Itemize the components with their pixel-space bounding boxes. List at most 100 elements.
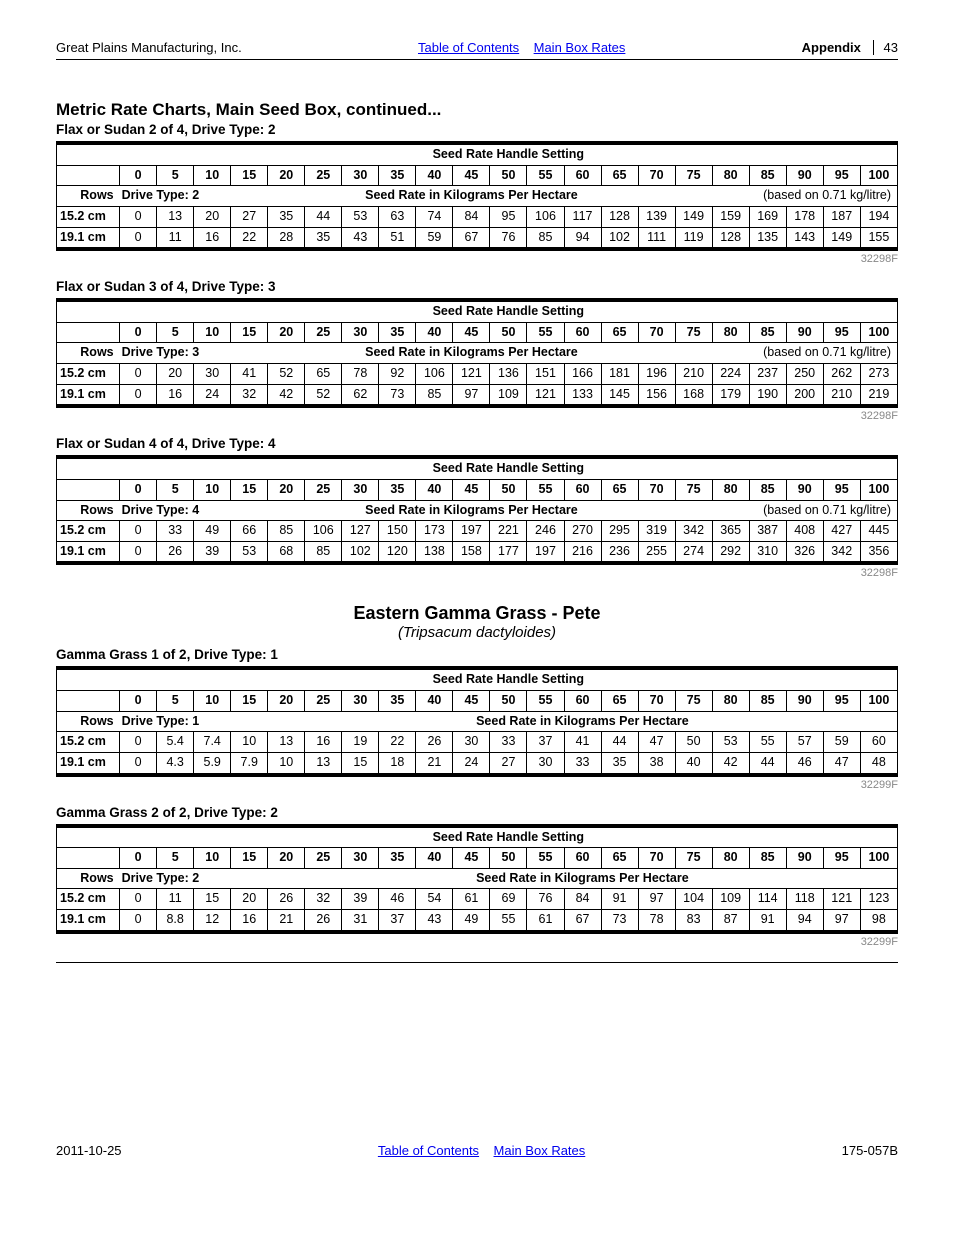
- setting-col: 40: [416, 479, 453, 500]
- table-row: 15.2 cm013202735445363748495106117128139…: [57, 206, 898, 227]
- appendix-block: Appendix 43: [802, 40, 898, 55]
- setting-col: 35: [379, 848, 416, 869]
- setting-col: 25: [305, 479, 342, 500]
- rate-cell: 37: [527, 732, 564, 753]
- rate-cell: 20: [157, 364, 194, 385]
- rate-cell: 42: [712, 752, 749, 773]
- rate-cell: 76: [527, 889, 564, 910]
- rate-cell: 158: [453, 541, 490, 562]
- rate-cell: 43: [342, 227, 379, 248]
- setting-col: 85: [749, 165, 786, 186]
- rate-cell: 0: [120, 384, 157, 405]
- row-spacing-label: 15.2 cm: [57, 364, 120, 385]
- setting-col: 40: [416, 322, 453, 343]
- setting-col: 95: [823, 479, 860, 500]
- rate-cell: 51: [379, 227, 416, 248]
- rate-cell: 22: [379, 732, 416, 753]
- setting-col: 5: [157, 848, 194, 869]
- footer-rates-link[interactable]: Main Box Rates: [494, 1143, 586, 1158]
- setting-col: 20: [268, 165, 305, 186]
- rate-cell: 13: [305, 752, 342, 773]
- rate-cell: 33: [490, 732, 527, 753]
- row-spacing-label: 15.2 cm: [57, 889, 120, 910]
- rate-cell: 169: [749, 206, 786, 227]
- rate-cell: 32: [305, 889, 342, 910]
- rate-cell: 26: [305, 910, 342, 931]
- table-ref: 32298F: [56, 567, 898, 579]
- rate-cell: 5.9: [194, 752, 231, 773]
- density-note: (based on 0.71 kg/litre): [675, 343, 897, 364]
- setting-col: 55: [527, 848, 564, 869]
- rate-cell: 95: [490, 206, 527, 227]
- rate-cell: 190: [749, 384, 786, 405]
- rate-cell: 32: [231, 384, 268, 405]
- rate-cell: 150: [379, 521, 416, 542]
- setting-col: 35: [379, 165, 416, 186]
- rate-cell: 0: [120, 541, 157, 562]
- setting-col: 60: [564, 165, 601, 186]
- setting-col: 90: [786, 322, 823, 343]
- drive-type-label: Drive Type: 2: [120, 868, 268, 889]
- rate-cell: 52: [305, 384, 342, 405]
- rate-cell: 26: [416, 732, 453, 753]
- setting-col: 30: [342, 479, 379, 500]
- setting-col: 45: [453, 322, 490, 343]
- table-row: 19.1 cm026395368851021201381581771972162…: [57, 541, 898, 562]
- rate-cell: 151: [527, 364, 564, 385]
- rate-cell: 194: [860, 206, 897, 227]
- rate-cell: 35: [268, 206, 305, 227]
- rate-cell: 155: [860, 227, 897, 248]
- setting-col: 75: [675, 479, 712, 500]
- setting-col: 40: [416, 848, 453, 869]
- rate-cell: 135: [749, 227, 786, 248]
- setting-col: 30: [342, 691, 379, 712]
- rate-cell: 47: [823, 752, 860, 773]
- setting-col: 70: [638, 322, 675, 343]
- setting-col: 10: [194, 322, 231, 343]
- footer-links: Table of Contents Main Box Rates: [122, 1143, 842, 1158]
- rate-cell: 85: [268, 521, 305, 542]
- rate-cell: 237: [749, 364, 786, 385]
- seed-rate-handle-header: Seed Rate Handle Setting: [120, 459, 898, 480]
- rate-cell: 109: [712, 889, 749, 910]
- rate-unit-label: Seed Rate in Kilograms Per Hectare: [268, 186, 675, 207]
- table-row: 15.2 cm020304152657892106121136151166181…: [57, 364, 898, 385]
- rate-cell: 133: [564, 384, 601, 405]
- rate-cell: 21: [268, 910, 305, 931]
- setting-col: 45: [453, 479, 490, 500]
- rate-table: Seed Rate Handle Setting0510152025303540…: [56, 455, 898, 565]
- rate-cell: 78: [638, 910, 675, 931]
- setting-col: 70: [638, 691, 675, 712]
- footer-toc-link[interactable]: Table of Contents: [378, 1143, 479, 1158]
- density-note: (based on 0.71 kg/litre): [675, 500, 897, 521]
- setting-col: 100: [860, 479, 897, 500]
- rate-cell: 173: [416, 521, 453, 542]
- setting-col: 80: [712, 165, 749, 186]
- setting-col: 90: [786, 848, 823, 869]
- setting-col: 45: [453, 165, 490, 186]
- setting-col: 75: [675, 848, 712, 869]
- setting-col: 95: [823, 165, 860, 186]
- setting-col: 50: [490, 691, 527, 712]
- setting-col: 65: [601, 165, 638, 186]
- rate-cell: 66: [231, 521, 268, 542]
- rate-cell: 166: [564, 364, 601, 385]
- setting-col: 85: [749, 691, 786, 712]
- blank-cell: [57, 479, 120, 500]
- rate-cell: 30: [527, 752, 564, 773]
- rate-cell: 11: [157, 889, 194, 910]
- rate-cell: 60: [860, 732, 897, 753]
- rate-cell: 178: [786, 206, 823, 227]
- rate-cell: 136: [490, 364, 527, 385]
- setting-col: 5: [157, 479, 194, 500]
- rate-cell: 13: [157, 206, 194, 227]
- main-box-rates-link[interactable]: Main Box Rates: [534, 40, 626, 55]
- toc-link[interactable]: Table of Contents: [418, 40, 519, 55]
- rate-cell: 47: [638, 732, 675, 753]
- row-spacing-label: 15.2 cm: [57, 521, 120, 542]
- setting-col: 35: [379, 322, 416, 343]
- rate-cell: 49: [453, 910, 490, 931]
- rate-cell: 236: [601, 541, 638, 562]
- setting-col: 95: [823, 322, 860, 343]
- setting-col: 65: [601, 691, 638, 712]
